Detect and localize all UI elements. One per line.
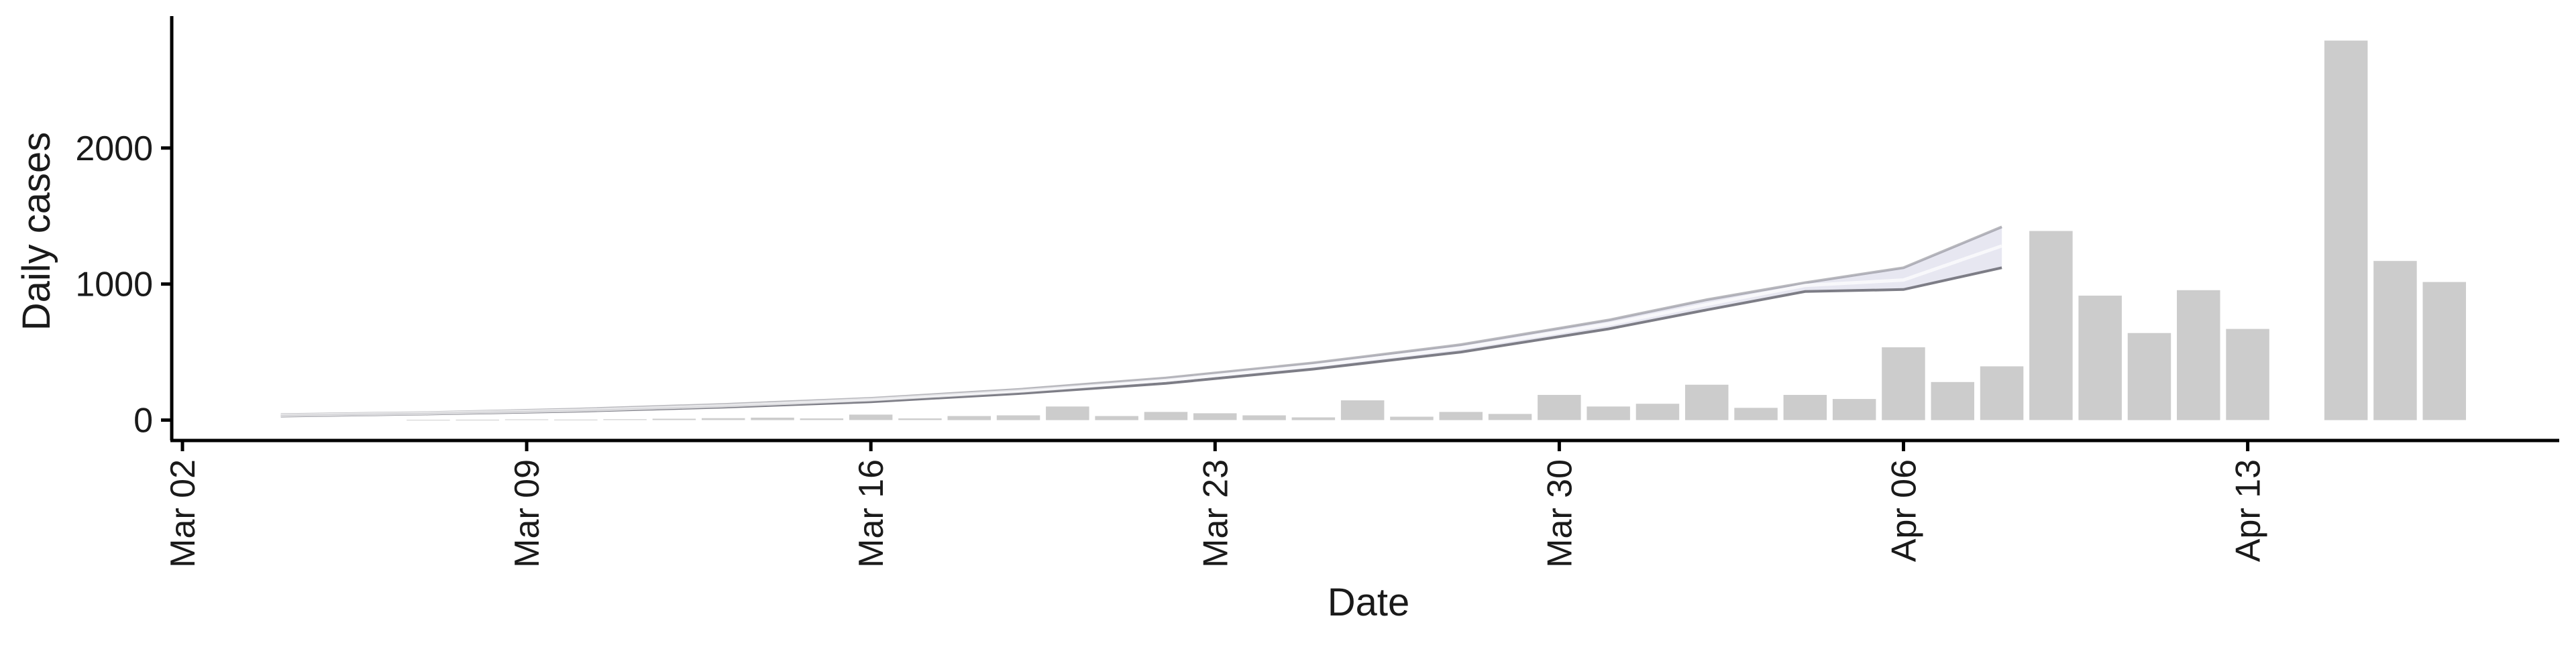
- y-axis-title: Daily cases: [15, 132, 58, 331]
- bar-2020-04-16: [2373, 261, 2417, 420]
- bar-2020-03-17: [898, 418, 942, 420]
- bar-2020-03-28: [1439, 412, 1483, 420]
- x-tick-label-2: Mar 16: [852, 459, 891, 568]
- bar-2020-04-13: [2226, 329, 2269, 420]
- bar-2020-03-31: [1587, 406, 1630, 420]
- bar-2020-03-25: [1291, 417, 1336, 420]
- bar-2020-03-12: [652, 418, 696, 420]
- estimate-median-line: [280, 244, 2002, 417]
- bar-2020-04-02: [1685, 384, 1729, 420]
- x-tick-label-5: Apr 06: [1885, 459, 1924, 562]
- bar-2020-04-10: [2078, 295, 2122, 420]
- bar-2020-04-11: [2127, 333, 2171, 420]
- bar-2020-03-19: [996, 415, 1040, 420]
- estimate-lower-line: [280, 266, 2002, 418]
- x-tick-label-1: Mar 09: [508, 459, 547, 568]
- x-tick-label-4: Mar 30: [1540, 459, 1579, 568]
- estimate-upper-line: [280, 225, 2002, 416]
- bar-2020-04-17: [2422, 282, 2466, 420]
- bar-2020-03-26: [1340, 400, 1385, 420]
- bar-2020-03-24: [1242, 415, 1286, 420]
- bar-layer: [407, 40, 2466, 421]
- bar-2020-03-16: [849, 414, 893, 420]
- bar-2020-04-06: [1882, 347, 1925, 420]
- bar-2020-04-12: [2177, 290, 2220, 420]
- bar-2020-04-15: [2324, 40, 2368, 420]
- bar-2020-03-21: [1095, 416, 1138, 420]
- bar-2020-03-20: [1046, 406, 1089, 420]
- tick-layer: 0 1000 2000 Mar 02 Mar 09 Mar 16 Mar 23 Mar 30 A…: [75, 129, 2267, 568]
- bar-2020-03-13: [702, 418, 745, 420]
- estimate-ribbon: [280, 227, 2002, 416]
- bar-2020-04-07: [1931, 381, 1974, 420]
- bar-2020-04-04: [1783, 395, 1827, 420]
- bar-2020-03-30: [1538, 395, 1581, 420]
- bar-2020-04-09: [2029, 231, 2073, 420]
- estimate-layer: [280, 225, 2002, 418]
- x-axis-title: Date: [1328, 581, 1410, 624]
- bar-2020-03-18: [947, 416, 991, 420]
- bar-2020-03-22: [1144, 412, 1188, 420]
- bar-2020-04-08: [1980, 366, 2024, 420]
- y-tick-label-0: 0: [133, 402, 153, 440]
- y-tick-label-2000: 2000: [75, 129, 153, 168]
- x-tick-label-0: Mar 02: [164, 459, 203, 568]
- x-tick-label-6: Apr 13: [2229, 459, 2268, 562]
- x-tick-label-3: Mar 23: [1196, 459, 1235, 568]
- bar-2020-04-03: [1734, 408, 1778, 420]
- bar-2020-03-11: [603, 419, 647, 420]
- bar-2020-03-27: [1390, 416, 1434, 420]
- bar-2020-04-05: [1832, 399, 1876, 420]
- axes-layer: [170, 16, 2559, 443]
- bar-2020-03-29: [1488, 414, 1532, 420]
- bar-2020-03-15: [800, 418, 844, 420]
- y-tick-label-1000: 1000: [75, 266, 153, 304]
- bar-2020-04-01: [1635, 404, 1680, 420]
- bar-2020-03-23: [1193, 413, 1237, 420]
- bar-2020-03-14: [751, 417, 794, 420]
